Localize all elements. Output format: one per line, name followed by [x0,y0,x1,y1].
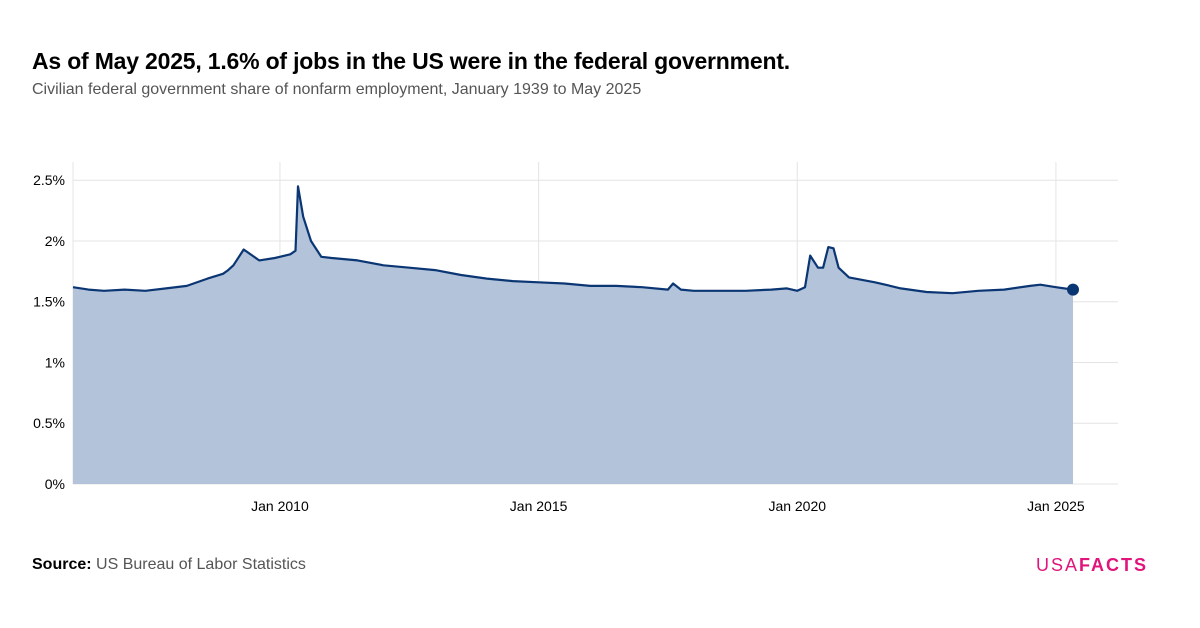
y-tick-label: 2.5% [33,172,65,188]
logo-facts: FACTS [1078,555,1148,575]
source-label: Source: [32,556,92,573]
y-tick-label: 0% [45,476,65,492]
series-line [72,185,1074,295]
x-tick-label: Jan 2020 [768,498,826,514]
x-tick-label: Jan 2015 [510,498,568,514]
chart-title: As of May 2025, 1.6% of jobs in the US w… [32,48,790,74]
y-tick-label: 0.5% [33,415,65,431]
y-tick-label: 1.5% [33,294,65,310]
y-tick-label: 2% [45,233,65,249]
y-tick-label: 1% [45,354,65,370]
area-fill [73,186,1073,485]
usafacts-logo: USAFACTS [1036,555,1148,576]
source-text: US Bureau of Labor Statistics [96,556,306,573]
x-tick-label: Jan 2010 [251,498,309,514]
last-point-marker [1066,283,1079,296]
x-tick-label: Jan 2025 [1027,498,1085,514]
chart-subtitle: Civilian federal government share of non… [32,81,642,98]
source-note: Source: US Bureau of Labor Statistics [32,556,306,574]
y-axis-ticks: 0% 0.5% 1% 1.5% 2% 2.5% [33,172,65,492]
x-axis-ticks: Jan 2010 Jan 2015 Jan 2020 Jan 2025 [251,498,1085,514]
logo-usa: USA [1035,555,1079,575]
